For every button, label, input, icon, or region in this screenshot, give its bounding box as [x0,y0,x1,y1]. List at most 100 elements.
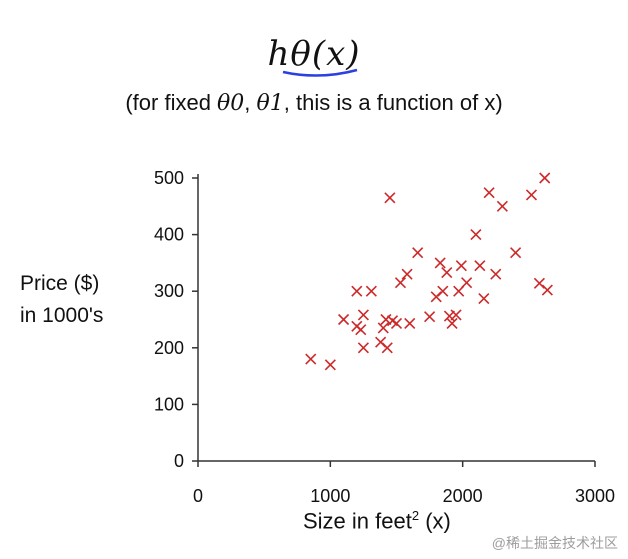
data-point-stroke [483,187,495,199]
ticks: 0 100 200 300 400 500 0 1000 2000 3000 [154,168,615,506]
subtitle-theta1: θ1 [256,91,284,116]
data-point-stroke [455,260,467,272]
data-point [437,285,449,297]
data-point [305,353,317,365]
data-point-stroke [446,317,458,330]
data-point [510,247,522,259]
subtitle-sep: , [244,90,257,115]
watermark: @稀土掘金技术社区 [491,535,618,551]
data-point [355,324,367,336]
data-point [525,189,538,201]
data-point-stroke [533,277,545,289]
data-point-stroke [539,172,551,184]
data-point [478,292,490,305]
data-point [412,247,424,259]
data-points [305,172,553,371]
data-point [351,285,363,297]
data-point-stroke [541,284,553,296]
data-point [384,192,396,204]
data-point [450,309,462,321]
data-point-stroke [357,309,369,321]
data-point [533,277,545,289]
y-tick-label: 500 [154,168,184,188]
title-underline [282,68,358,77]
data-point [394,277,407,289]
axes [197,174,595,462]
x-tick-label: 3000 [575,486,615,506]
data-point [401,268,413,280]
subtitle: (for fixed θ0, θ1, this is a function of… [0,90,628,116]
x-axis-label-text: Size in feet [303,508,412,534]
y-axis-label-line2: in 1000's [20,304,104,327]
data-point [490,268,502,280]
data-point-stroke [424,311,436,323]
hypothesis-title-text: hθ(x) [267,34,361,74]
data-point [381,342,393,354]
data-point [441,266,453,279]
subtitle-suffix: , this is a function of x) [283,90,503,115]
data-point [357,342,369,354]
x-axis-label: Size in feet2 (x) [303,508,451,534]
data-point [324,359,336,371]
data-point [461,277,473,289]
data-point-stroke [357,342,369,354]
data-point [404,317,416,330]
data-point-stroke [305,353,317,365]
data-point-stroke [386,315,399,327]
data-point [446,317,458,330]
data-point-stroke [461,277,473,289]
data-point-stroke [394,277,407,289]
data-point [377,322,389,334]
x-tick-label: 1000 [310,486,350,506]
data-point [470,229,482,241]
data-point-stroke [390,317,403,330]
data-point-stroke [450,309,462,321]
data-point-stroke [375,336,387,348]
data-point-stroke [384,192,396,204]
data-point-stroke [381,342,393,354]
y-axis-label-line1: Price ($) [20,272,100,295]
y-tick-label: 200 [154,338,184,358]
data-point-stroke [496,200,508,212]
x-tick-label: 0 [193,486,203,506]
data-point-stroke [401,268,413,280]
data-point-stroke [351,285,363,297]
data-point-stroke [470,229,482,241]
data-point-stroke [434,257,446,269]
y-tick-label: 400 [154,225,184,245]
data-point [390,317,403,330]
data-point-stroke [365,285,377,297]
y-tick-label: 300 [154,281,184,301]
data-point [474,260,486,272]
data-point-stroke [474,260,486,272]
data-point-stroke [324,359,336,371]
data-point-stroke [510,247,522,259]
data-point [424,311,436,323]
x-axis-label-sup: 2 [411,508,420,523]
data-point [357,309,369,321]
data-point [455,260,467,272]
data-point-stroke [525,189,538,201]
y-axis-label: Price ($) in 1000's [20,268,140,332]
x-tick-label: 2000 [443,486,483,506]
y-tick-label: 100 [154,394,184,414]
subtitle-theta0: θ0 [217,91,245,116]
y-tick-label: 0 [174,451,184,471]
data-point [338,313,350,326]
data-point-stroke [490,268,502,280]
data-point-stroke [380,313,392,326]
data-point-stroke [404,317,416,330]
data-point [483,187,495,199]
hypothesis-title: hθ(x) [0,34,628,74]
data-point [365,285,377,297]
data-point-stroke [412,247,424,259]
x-axis-label-suffix: (x) [419,508,451,534]
data-point [496,200,508,212]
data-point-stroke [441,266,453,279]
data-point-stroke [355,324,367,336]
subtitle-prefix: (for fixed [125,90,218,115]
data-point-stroke [377,322,389,334]
data-point [434,257,446,269]
data-point-stroke [338,313,350,326]
